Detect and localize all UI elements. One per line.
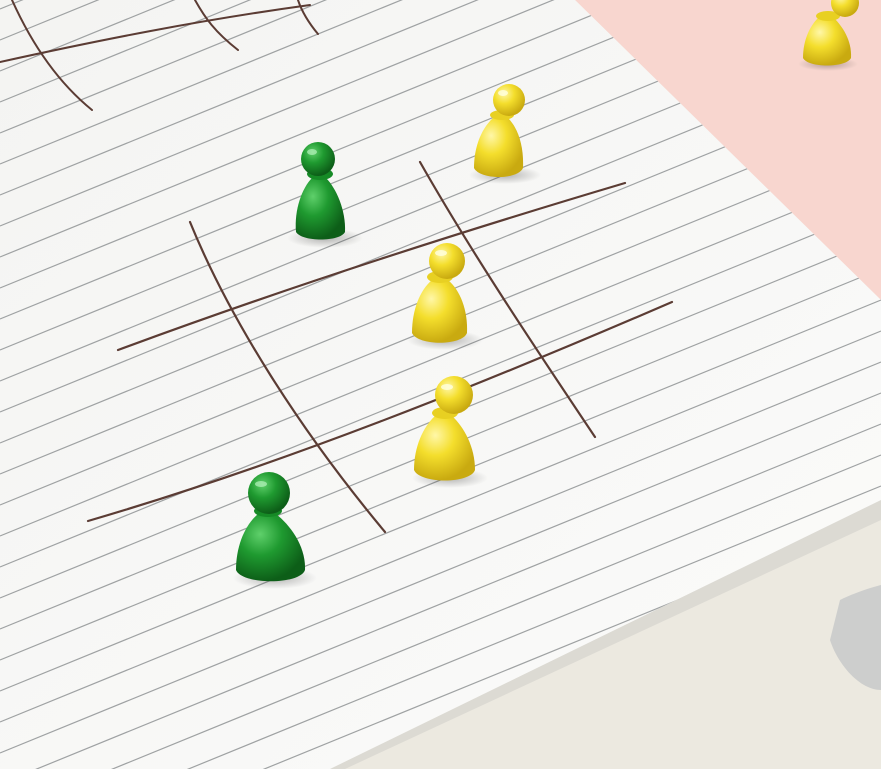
game-pieces [233,0,859,589]
yellow-piece [469,84,541,184]
ruled-line [0,392,881,754]
green-piece [287,142,363,248]
ruled-line [0,0,881,289]
ruled-line [0,454,881,769]
ruled-line [0,0,881,103]
green-piece [233,472,317,589]
yellow-piece [407,243,483,350]
grid-line-bottom-horizontal [86,300,674,523]
grid-line-left-vertical [188,220,387,534]
ruled-line [0,423,881,769]
blurred-object [830,585,881,690]
yellow-piece [412,376,488,488]
ruled-line [0,0,881,258]
ruled-line [0,330,881,692]
tic-tac-toe-grid [86,160,674,534]
ruled-line [0,0,881,134]
yellow-piece [798,0,859,71]
ruled-line [0,361,881,723]
grid-line-top-horizontal [116,181,627,352]
partial-grid-top [0,0,319,111]
ruled-line [0,0,881,227]
ruled-line [0,0,881,165]
ruled-line [0,485,881,769]
ruled-line [0,175,881,537]
grid-line-right-vertical [418,160,597,439]
ruled-line [0,0,881,196]
ruled-line [0,0,881,72]
